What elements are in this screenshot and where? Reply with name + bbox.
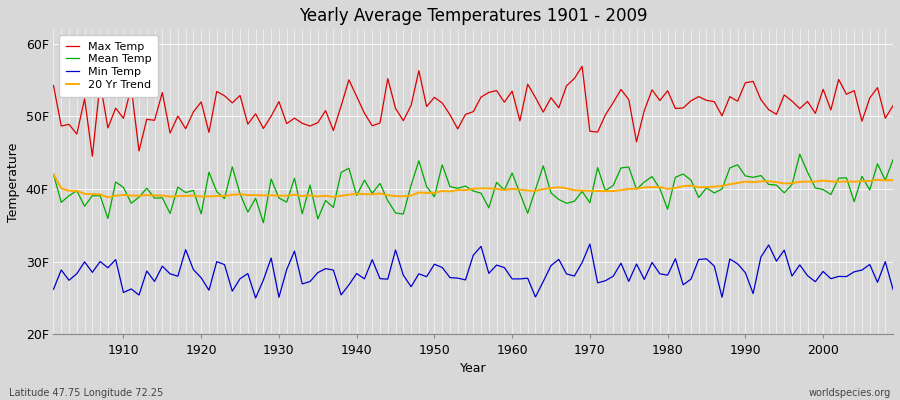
Mean Temp [507,171,517,176]
Min Temp [336,292,346,297]
Mean Temp [887,157,898,162]
Line: 20 Yr Trend: 20 Yr Trend [53,174,893,197]
20 Yr Trend [48,172,58,177]
Mean Temp [336,170,346,175]
Min Temp [48,287,58,292]
Text: worldspecies.org: worldspecies.org [809,388,891,398]
Mean Temp [48,172,58,177]
Min Temp [584,242,595,246]
20 Yr Trend [887,178,898,182]
Mean Temp [289,176,300,181]
20 Yr Trend [336,193,346,198]
Y-axis label: Temperature: Temperature [7,142,20,222]
Max Temp [48,83,58,88]
Mean Temp [608,183,618,188]
20 Yr Trend [515,187,526,192]
Legend: Max Temp, Mean Temp, Min Temp, 20 Yr Trend: Max Temp, Mean Temp, Min Temp, 20 Yr Tre… [59,35,158,97]
20 Yr Trend [103,195,113,200]
Mean Temp [795,152,806,156]
Max Temp [87,154,98,158]
Min Temp [507,276,517,281]
20 Yr Trend [118,192,129,197]
Max Temp [887,103,898,108]
20 Yr Trend [507,186,517,191]
Mean Temp [111,180,122,184]
Min Temp [887,287,898,292]
Max Temp [577,64,588,69]
Line: Mean Temp: Mean Temp [53,154,893,223]
Mean Temp [258,220,269,225]
Text: Latitude 47.75 Longitude 72.25: Latitude 47.75 Longitude 72.25 [9,388,163,398]
Mean Temp [515,191,526,196]
Max Temp [515,118,526,123]
Title: Yearly Average Temperatures 1901 - 2009: Yearly Average Temperatures 1901 - 2009 [299,7,647,25]
Max Temp [507,89,517,94]
Max Temp [336,104,346,108]
Min Temp [250,296,261,300]
Line: Max Temp: Max Temp [53,66,893,156]
Line: Min Temp: Min Temp [53,244,893,298]
Min Temp [515,276,526,281]
Min Temp [289,249,300,254]
Max Temp [118,116,129,121]
Min Temp [616,261,626,266]
Max Temp [616,87,626,92]
20 Yr Trend [608,189,618,194]
Min Temp [111,257,122,262]
20 Yr Trend [289,192,300,197]
X-axis label: Year: Year [460,362,487,375]
Max Temp [289,116,300,120]
